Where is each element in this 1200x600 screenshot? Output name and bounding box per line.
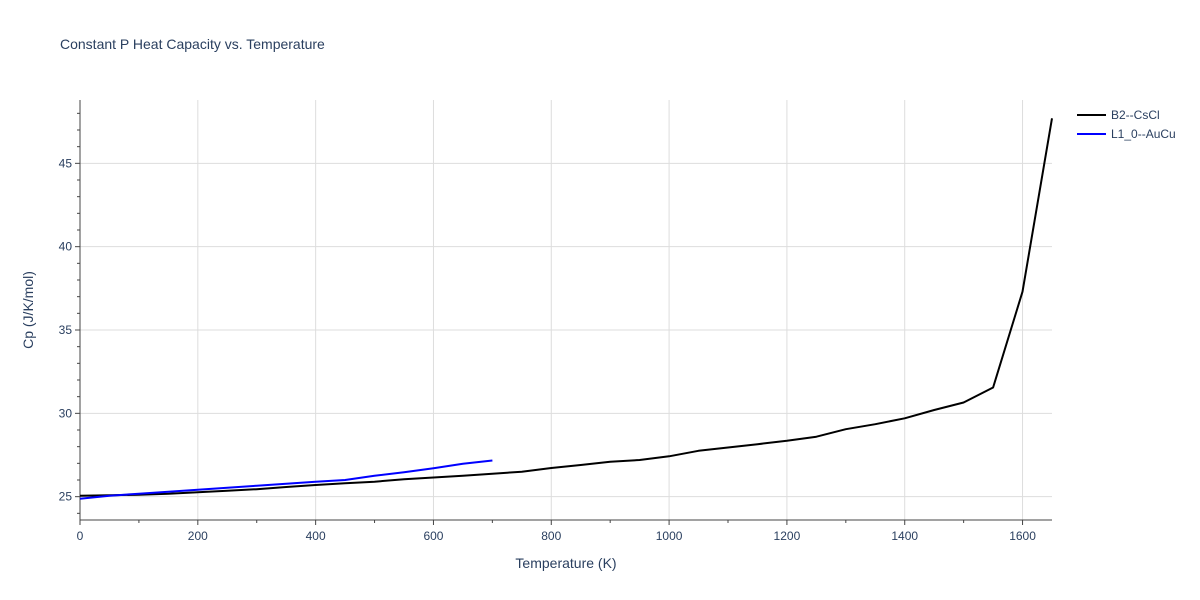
y-axis-label: Cp (J/K/mol) bbox=[20, 271, 36, 349]
legend[interactable]: B2--CsCl L1_0--AuCu bbox=[1077, 108, 1176, 141]
x-tick-label: 400 bbox=[306, 529, 326, 543]
chart-title: Constant P Heat Capacity vs. Temperature bbox=[60, 36, 325, 52]
y-tick-label: 35 bbox=[59, 323, 73, 337]
x-tick-label: 1400 bbox=[891, 529, 918, 543]
series-line-b2-cscl bbox=[79, 118, 1053, 497]
y-tick-label: 30 bbox=[59, 406, 73, 420]
x-tick-label: 200 bbox=[188, 529, 208, 543]
tick-labels: 0 200 400 600 800 1000 1200 1400 1600 25 30 35 40 45 bbox=[59, 156, 1037, 543]
x-axis-label: Temperature (K) bbox=[515, 555, 616, 571]
grid-lines bbox=[80, 100, 1052, 520]
x-tick-label: 1200 bbox=[774, 529, 801, 543]
x-tick-label: 1600 bbox=[1009, 529, 1036, 543]
x-tick-label: 1000 bbox=[656, 529, 683, 543]
x-tick-label: 0 bbox=[77, 529, 84, 543]
axes bbox=[75, 100, 1052, 525]
legend-label-b2-cscl: B2--CsCl bbox=[1111, 108, 1160, 122]
x-tick-label: 600 bbox=[423, 529, 443, 543]
legend-label-l1-0-aucu: L1_0--AuCu bbox=[1111, 127, 1176, 141]
series-lines bbox=[79, 118, 1053, 500]
x-tick-label: 800 bbox=[541, 529, 561, 543]
y-tick-label: 40 bbox=[59, 240, 73, 254]
y-tick-label: 45 bbox=[59, 156, 73, 170]
y-tick-label: 25 bbox=[59, 490, 73, 504]
series-line-l1-0-aucu bbox=[79, 459, 493, 500]
